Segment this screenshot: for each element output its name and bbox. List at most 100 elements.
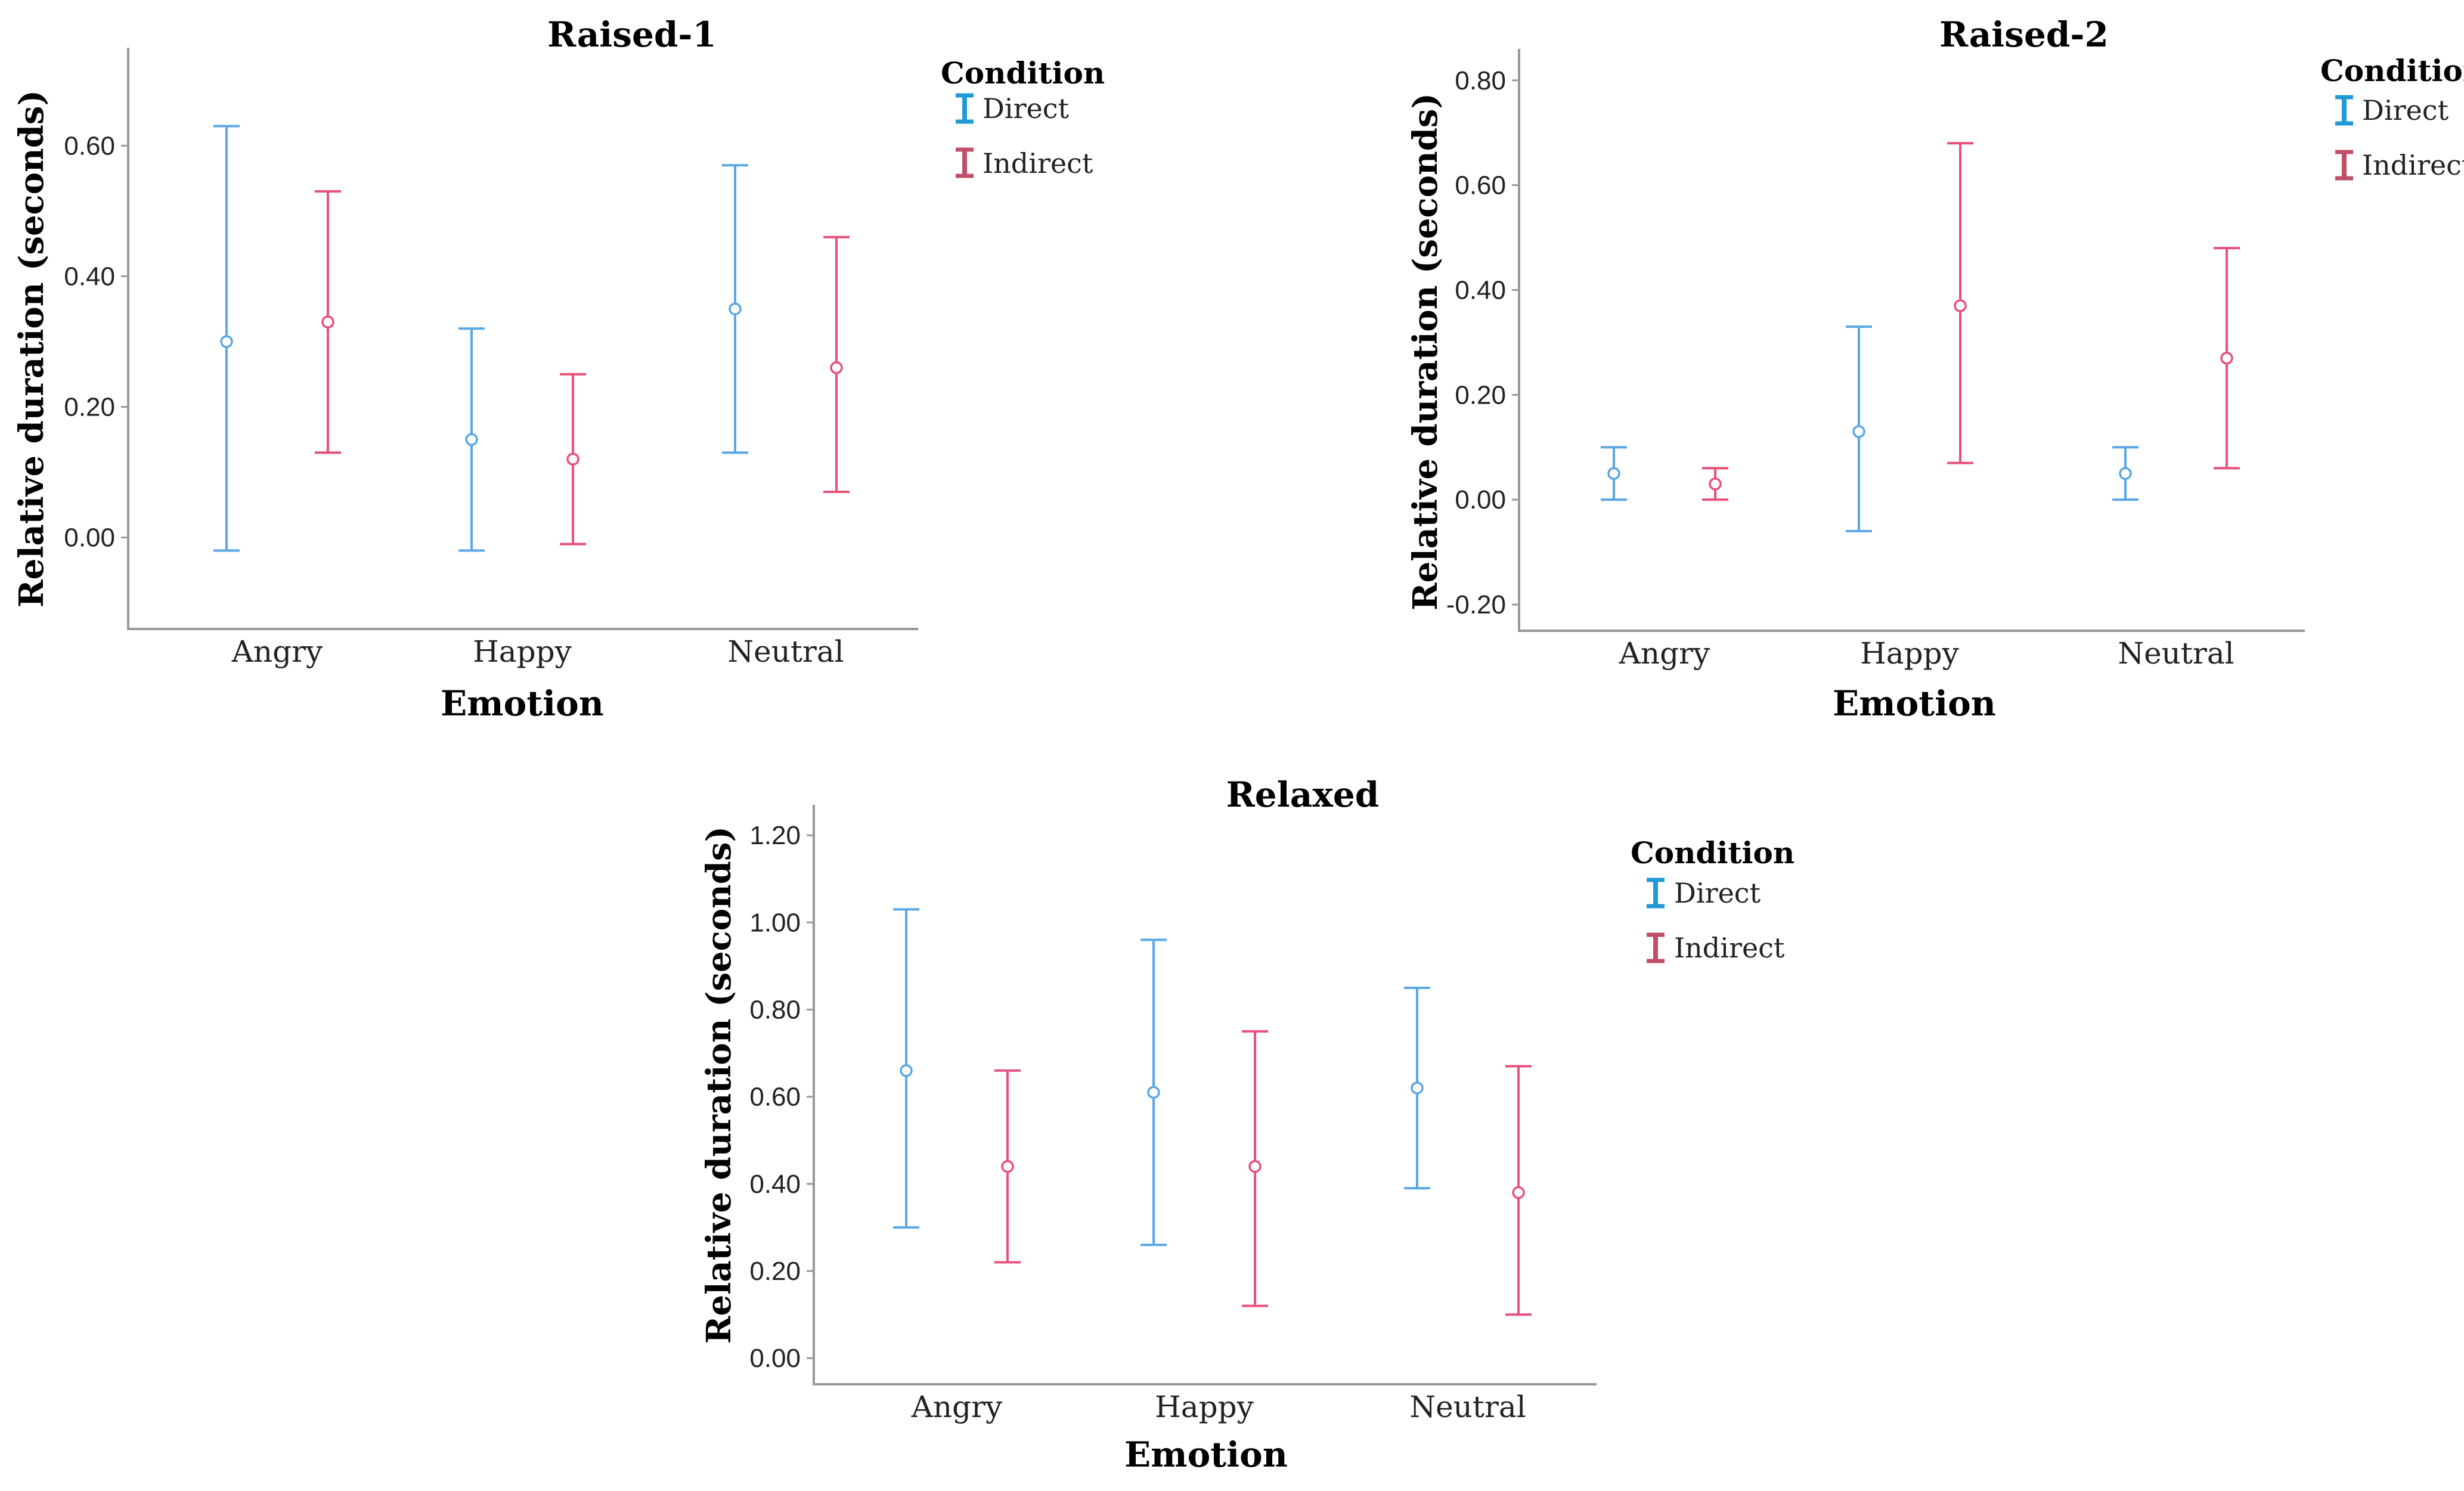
y-axis-label: Relative duration (seconds) (699, 826, 739, 1344)
error-bar-direct-happy (458, 327, 485, 552)
panel-raised-1: Raised-1 Relative duration (seconds) Emo… (12, 14, 1105, 724)
x-ticks: Angry Happy Neutral (911, 1390, 1526, 1424)
x-tick-label: Happy (1860, 636, 1959, 671)
error-bar-indirect-angry (315, 190, 341, 454)
y-axis-label: Relative duration (seconds) (12, 90, 51, 607)
y-tick-label: -0.20 (1446, 590, 1506, 619)
x-axis-label: Emotion (441, 683, 604, 724)
x-ticks: Angry Happy Neutral (231, 634, 844, 669)
y-ticks: -0.20 0.00 0.20 0.40 0.60 0.80 (1446, 66, 1519, 619)
y-ticks: 0.00 0.20 0.40 0.60 (64, 131, 128, 553)
error-bar-indirect-neutral (1505, 1065, 1532, 1316)
legend-title: Condition (2320, 53, 2464, 88)
x-axis-label: Emotion (1833, 683, 1996, 724)
legend-label-indirect: Indirect (1674, 932, 1785, 964)
error-bar-indirect-happy (1947, 142, 1973, 464)
legend-title: Condition (1631, 835, 1794, 870)
legend-label-direct: Direct (982, 92, 1070, 125)
y-tick-label: 0.60 (64, 131, 115, 160)
legend-label-direct: Direct (2362, 94, 2449, 126)
panel-relaxed: Relaxed Relative duration (seconds) Emot… (699, 774, 1794, 1475)
mean-point (1852, 425, 1865, 438)
legend-swatch-indirect (956, 147, 974, 178)
legend-label-indirect: Indirect (2362, 149, 2464, 181)
error-bar-indirect-happy (560, 373, 586, 545)
legend-label-direct: Direct (1674, 877, 1761, 909)
legend: Condition Direct Indirect (1631, 835, 1794, 964)
legend-label-indirect: Indirect (982, 147, 1093, 179)
mean-point (1709, 478, 1722, 491)
y-tick-label: 0.80 (749, 995, 801, 1024)
x-tick-label: Neutral (2118, 636, 2234, 671)
mean-point (2119, 467, 2132, 480)
legend-swatch-direct (1647, 878, 1665, 909)
mean-point (1248, 1160, 1262, 1173)
legend: Condition Direct Indirect (941, 55, 1105, 179)
error-bar-indirect-angry (1702, 467, 1728, 501)
x-axis-label: Emotion (1124, 1434, 1288, 1475)
mean-point (2220, 352, 2233, 365)
x-tick-label: Angry (1619, 636, 1710, 671)
error-bars (893, 908, 1532, 1316)
y-ticks: 0.00 0.20 0.40 0.60 0.80 1.00 1.20 (749, 821, 814, 1373)
x-tick-label: Happy (1155, 1390, 1254, 1424)
x-tick-label: Neutral (1409, 1390, 1526, 1424)
legend-swatch-direct (956, 93, 974, 124)
mean-point (1954, 299, 1967, 312)
panel-raised-2: Raised-2 Relative duration (seconds) Emo… (1406, 14, 2464, 724)
legend: Condition Direct Indirect (2320, 53, 2464, 181)
y-tick-label: 0.20 (1455, 380, 1506, 410)
legend-swatch-indirect (2335, 150, 2353, 181)
error-bar-indirect-neutral (823, 235, 850, 493)
axis-lines (1518, 49, 2305, 632)
y-tick-label: 1.00 (749, 908, 801, 937)
y-tick-label: 0.40 (749, 1170, 801, 1199)
y-tick-label: 0.00 (749, 1344, 801, 1373)
error-bar-direct-angry (213, 125, 240, 552)
legend-title: Condition (941, 55, 1105, 91)
x-tick-label: Neutral (727, 634, 844, 669)
chart-title: Raised-1 (547, 14, 717, 55)
x-ticks: Angry Happy Neutral (1619, 636, 2234, 671)
mean-point (1512, 1186, 1525, 1199)
x-tick-label: Angry (911, 1390, 1003, 1424)
legend-swatch-direct (2335, 95, 2353, 126)
error-bar-direct-neutral (722, 164, 748, 454)
error-bar-direct-happy (1140, 938, 1167, 1247)
error-bar-indirect-happy (1242, 1030, 1268, 1307)
y-tick-label: 0.40 (1455, 275, 1506, 305)
y-tick-label: 0.20 (64, 393, 115, 422)
error-bar-direct-angry (1601, 446, 1627, 501)
error-bar-indirect-angry (994, 1069, 1021, 1264)
y-tick-label: 0.60 (749, 1083, 801, 1112)
axis-lines (127, 48, 918, 630)
mean-point (900, 1064, 913, 1077)
mean-point (465, 433, 478, 447)
y-tick-label: 0.60 (1455, 171, 1506, 200)
x-tick-label: Happy (473, 634, 572, 669)
error-bar-direct-neutral (1404, 986, 1430, 1190)
legend-swatch-indirect (1647, 932, 1665, 963)
chart-title: Raised-2 (1939, 14, 2109, 55)
y-tick-label: 0.80 (1455, 66, 1506, 95)
y-tick-label: 1.20 (749, 821, 801, 850)
y-tick-label: 0.00 (1455, 485, 1506, 514)
error-bar-direct-angry (893, 908, 919, 1229)
error-bar-indirect-neutral (2214, 247, 2240, 470)
y-tick-label: 0.00 (64, 523, 115, 553)
mean-point (1147, 1086, 1160, 1099)
mean-point (1411, 1081, 1424, 1095)
axis-lines (813, 805, 1597, 1385)
y-tick-label: 0.20 (749, 1257, 801, 1286)
error-bar-direct-neutral (2112, 446, 2138, 501)
error-bar-direct-happy (1846, 326, 1872, 532)
chart-title: Relaxed (1226, 774, 1380, 815)
mean-point (830, 361, 843, 374)
x-tick-label: Angry (231, 634, 323, 669)
error-bars (213, 125, 850, 552)
error-bars (1601, 142, 2240, 532)
y-tick-label: 0.40 (64, 262, 115, 291)
mean-point (729, 302, 742, 315)
y-axis-label: Relative duration (seconds) (1406, 93, 1445, 610)
